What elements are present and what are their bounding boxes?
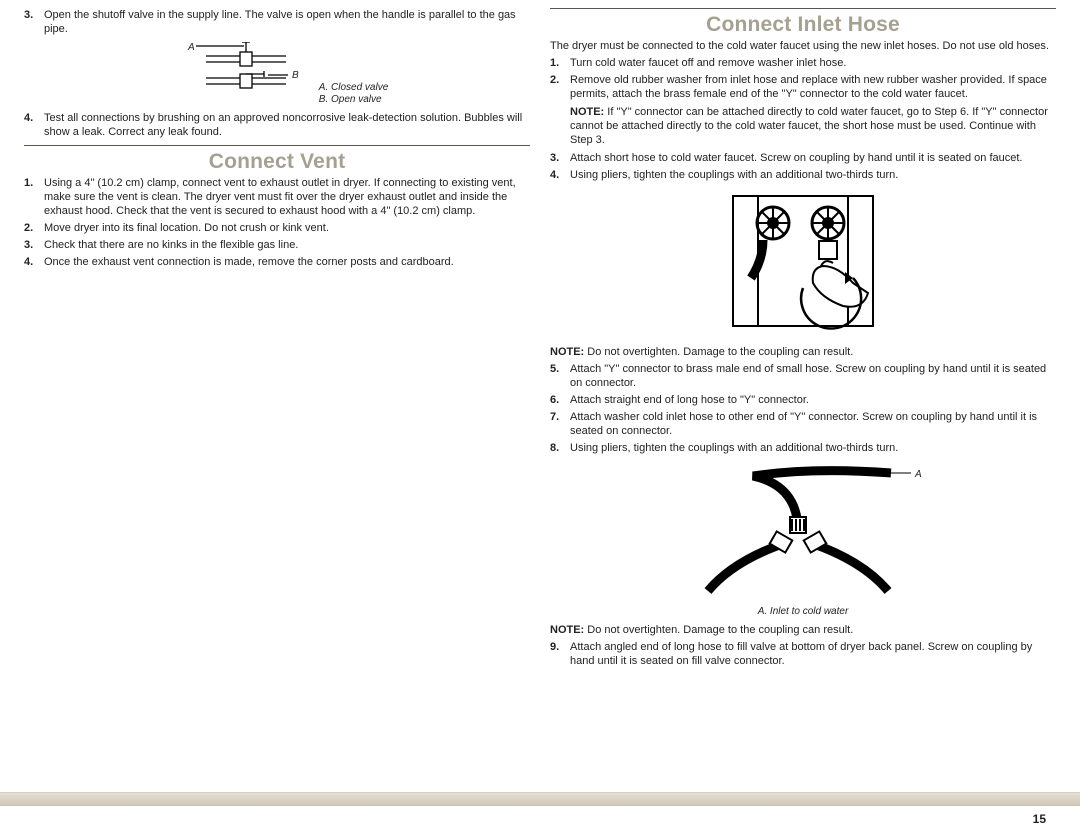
item-number: 1. — [550, 56, 570, 70]
list-item: 3.Attach short hose to cold water faucet… — [550, 151, 1056, 165]
note-text: Do not overtighten. Damage to the coupli… — [584, 624, 853, 636]
item-text: Attach "Y" connector to brass male end o… — [570, 362, 1056, 390]
item-text: Move dryer into its final location. Do n… — [44, 221, 530, 235]
connect-inlet-heading: Connect Inlet Hose — [550, 13, 1056, 37]
valve-caption: A. Closed valve B. Open valve — [319, 82, 388, 107]
list-item: 3.Check that there are no kinks in the f… — [24, 238, 530, 252]
note-label: NOTE: — [570, 106, 604, 118]
list-item: 2.Remove old rubber washer from inlet ho… — [550, 73, 1056, 101]
inlet-list-2: 3.Attach short hose to cold water faucet… — [550, 151, 1056, 182]
item-text: Attach short hose to cold water faucet. … — [570, 151, 1056, 165]
note-1: NOTE: If "Y" connector can be attached d… — [550, 105, 1056, 147]
y-connector-icon: A — [653, 461, 953, 601]
connect-vent-heading: Connect Vent — [24, 150, 530, 174]
caption-line: A. Closed valve — [319, 82, 388, 95]
list-item: 7.Attach washer cold inlet hose to other… — [550, 410, 1056, 438]
intro-text: The dryer must be connected to the cold … — [550, 39, 1056, 53]
list-item: 9.Attach angled end of long hose to fill… — [550, 640, 1056, 668]
list-item: 3. Open the shutoff valve in the supply … — [24, 8, 530, 36]
valve-figure: A B A. Closed valve B. Open valve — [24, 42, 530, 107]
item-text: Attach angled end of long hose to fill v… — [570, 640, 1056, 668]
item-number: 6. — [550, 393, 570, 407]
left-column: 3. Open the shutoff valve in the supply … — [24, 8, 530, 778]
item-number: 7. — [550, 410, 570, 438]
list-item: 2.Move dryer into its final location. Do… — [24, 221, 530, 235]
y-connector-caption: A. Inlet to cold water — [550, 606, 1056, 619]
note-label: NOTE: — [550, 624, 584, 636]
faucet-figure — [550, 188, 1056, 341]
item-number: 8. — [550, 441, 570, 455]
left-pre-list-2: 4. Test all connections by brushing on a… — [24, 111, 530, 139]
list-item: 4. Test all connections by brushing on a… — [24, 111, 530, 139]
valve-icon: A B — [166, 42, 316, 102]
item-number: 3. — [24, 8, 44, 36]
figure-label-b: B — [292, 70, 299, 81]
list-item: 4.Once the exhaust vent connection is ma… — [24, 255, 530, 269]
list-item: 5.Attach "Y" connector to brass male end… — [550, 362, 1056, 390]
divider — [24, 145, 530, 146]
left-pre-list-1: 3. Open the shutoff valve in the supply … — [24, 8, 530, 36]
divider — [550, 8, 1056, 9]
item-text: Check that there are no kinks in the fle… — [44, 238, 530, 252]
note-2: NOTE: Do not overtighten. Damage to the … — [550, 345, 1056, 359]
figure-label-a: A — [914, 469, 922, 480]
item-number: 3. — [24, 238, 44, 252]
y-connector-figure: A A. Inlet to cold water — [550, 461, 1056, 619]
item-text: Turn cold water faucet off and remove wa… — [570, 56, 1056, 70]
note-text: If "Y" connector can be attached directl… — [570, 106, 1048, 146]
connect-vent-list: 1.Using a 4" (10.2 cm) clamp, connect ve… — [24, 176, 530, 269]
figure-label-a: A — [187, 42, 195, 53]
item-text: Using pliers, tighten the couplings with… — [570, 441, 1056, 455]
item-number: 2. — [24, 221, 44, 235]
item-text: Open the shutoff valve in the supply lin… — [44, 8, 530, 36]
item-text: Test all connections by brushing on an a… — [44, 111, 530, 139]
footer-band — [0, 792, 1080, 806]
caption-line: B. Open valve — [319, 94, 388, 107]
item-text: Using pliers, tighten the couplings with… — [570, 168, 1056, 182]
item-number: 3. — [550, 151, 570, 165]
item-text: Attach straight end of long hose to "Y" … — [570, 393, 1056, 407]
inlet-list-3: 5.Attach "Y" connector to brass male end… — [550, 362, 1056, 455]
item-text: Using a 4" (10.2 cm) clamp, connect vent… — [44, 176, 530, 218]
page-number: 15 — [1033, 812, 1046, 826]
item-number: 4. — [550, 168, 570, 182]
item-number: 1. — [24, 176, 44, 218]
inlet-list-1: 1.Turn cold water faucet off and remove … — [550, 56, 1056, 101]
right-column: Connect Inlet Hose The dryer must be con… — [550, 8, 1056, 778]
list-item: 4.Using pliers, tighten the couplings wi… — [550, 168, 1056, 182]
item-number: 4. — [24, 111, 44, 139]
inlet-list-4: 9.Attach angled end of long hose to fill… — [550, 640, 1056, 668]
note-label: NOTE: — [550, 346, 584, 358]
item-text: Remove old rubber washer from inlet hose… — [570, 73, 1056, 101]
faucet-icon — [703, 188, 903, 338]
item-number: 4. — [24, 255, 44, 269]
list-item: 6.Attach straight end of long hose to "Y… — [550, 393, 1056, 407]
item-text: Attach washer cold inlet hose to other e… — [570, 410, 1056, 438]
list-item: 1.Using a 4" (10.2 cm) clamp, connect ve… — [24, 176, 530, 218]
item-number: 9. — [550, 640, 570, 668]
item-text: Once the exhaust vent connection is made… — [44, 255, 530, 269]
list-item: 8.Using pliers, tighten the couplings wi… — [550, 441, 1056, 455]
item-number: 5. — [550, 362, 570, 390]
item-number: 2. — [550, 73, 570, 101]
note-text: Do not overtighten. Damage to the coupli… — [584, 346, 853, 358]
note-3: NOTE: Do not overtighten. Damage to the … — [550, 623, 1056, 637]
list-item: 1.Turn cold water faucet off and remove … — [550, 56, 1056, 70]
